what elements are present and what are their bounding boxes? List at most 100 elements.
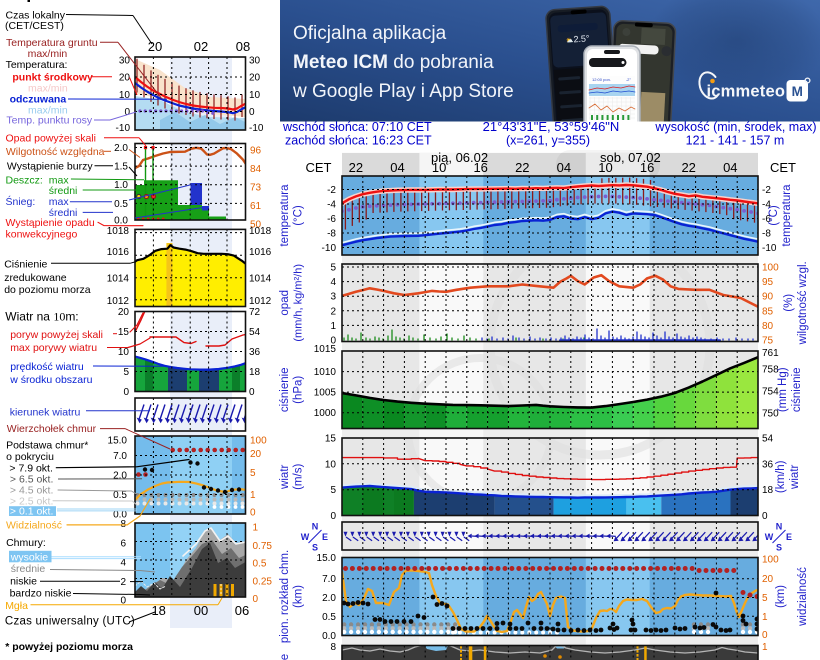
svg-text:M: M bbox=[792, 84, 803, 99]
svg-text:max/min: max/min bbox=[28, 104, 68, 116]
svg-text:0.5: 0.5 bbox=[113, 490, 127, 501]
svg-text:1005: 1005 bbox=[314, 388, 337, 399]
svg-text:Podstawa chmur*: Podstawa chmur* bbox=[6, 439, 88, 451]
svg-text:ciśnienie: ciśnienie bbox=[279, 367, 291, 412]
svg-text:(%): (%) bbox=[783, 294, 795, 312]
svg-text:odczuwana: odczuwana bbox=[10, 94, 67, 106]
svg-text:04: 04 bbox=[557, 160, 571, 175]
svg-text:1015: 1015 bbox=[314, 344, 337, 355]
svg-text:16: 16 bbox=[473, 160, 487, 175]
svg-text:20: 20 bbox=[762, 574, 774, 585]
svg-text:54: 54 bbox=[249, 327, 261, 338]
svg-text:wilgotność wzgl.: wilgotność wzgl. bbox=[797, 261, 809, 345]
svg-text:Deszcz:: Deszcz: bbox=[6, 174, 43, 186]
svg-text:7.0: 7.0 bbox=[322, 574, 336, 585]
svg-text:E: E bbox=[786, 532, 792, 542]
svg-text:Chmury:: Chmury: bbox=[6, 537, 46, 549]
svg-text:CET: CET bbox=[770, 160, 796, 175]
svg-text:Czas uniwersalny (UTC): Czas uniwersalny (UTC) bbox=[5, 616, 135, 628]
svg-text:konwekcyjnego: konwekcyjnego bbox=[6, 229, 78, 241]
svg-text:Temp. punktu rosy: Temp. punktu rosy bbox=[6, 115, 93, 127]
svg-text:> 2.5 okt.: > 2.5 okt. bbox=[10, 495, 54, 507]
svg-text:22: 22 bbox=[349, 160, 363, 175]
svg-text:zredukowane: zredukowane bbox=[4, 272, 67, 284]
svg-text:> 6.5 okt.: > 6.5 okt. bbox=[10, 474, 54, 486]
svg-text:1: 1 bbox=[762, 642, 768, 653]
svg-text:opad: opad bbox=[279, 290, 291, 316]
svg-text:15: 15 bbox=[325, 434, 337, 445]
svg-text:02: 02 bbox=[194, 39, 208, 54]
svg-text:⛅: ⛅ bbox=[566, 37, 574, 45]
svg-text:1018: 1018 bbox=[249, 226, 272, 237]
svg-text:50: 50 bbox=[250, 220, 262, 231]
svg-text:(m/s): (m/s) bbox=[293, 464, 305, 490]
svg-text:5: 5 bbox=[330, 485, 336, 496]
svg-text:-10: -10 bbox=[322, 243, 337, 254]
svg-text:18: 18 bbox=[151, 603, 165, 618]
svg-text:61: 61 bbox=[250, 201, 262, 212]
svg-text:0: 0 bbox=[123, 387, 129, 398]
svg-text:0: 0 bbox=[250, 508, 256, 519]
svg-text:Wystąpienie opadu: Wystąpienie opadu bbox=[6, 217, 95, 229]
svg-text:Mgła: Mgła bbox=[5, 600, 28, 612]
svg-text:wiatr: wiatr bbox=[279, 464, 291, 489]
svg-text:* powyżej poziomu morza: * powyżej poziomu morza bbox=[5, 641, 133, 653]
svg-text:Czas lokalny: Czas lokalny bbox=[6, 10, 66, 22]
svg-text:3: 3 bbox=[330, 292, 336, 303]
svg-text:30: 30 bbox=[119, 55, 131, 66]
svg-text:średni: średni bbox=[49, 185, 78, 197]
svg-text:wiatr: wiatr bbox=[789, 464, 801, 489]
svg-text:zachód słońca: 16:23 CET: zachód słońca: 16:23 CET bbox=[285, 134, 432, 148]
svg-text:Wiatr na 10m:: Wiatr na 10m: bbox=[5, 310, 78, 324]
svg-text:1010: 1010 bbox=[314, 367, 337, 378]
svg-text:10: 10 bbox=[432, 160, 446, 175]
svg-text:5: 5 bbox=[330, 263, 336, 274]
svg-text:10: 10 bbox=[325, 459, 337, 470]
svg-text:10: 10 bbox=[118, 347, 130, 358]
svg-text:Ciśnienie: Ciśnienie bbox=[4, 259, 47, 271]
svg-text:1014: 1014 bbox=[249, 274, 272, 285]
svg-text:20: 20 bbox=[118, 307, 130, 318]
svg-text:750: 750 bbox=[762, 409, 779, 420]
svg-text:-6: -6 bbox=[762, 214, 771, 225]
svg-text:04: 04 bbox=[723, 160, 737, 175]
svg-text:10: 10 bbox=[598, 160, 612, 175]
svg-text:73: 73 bbox=[250, 183, 262, 194]
svg-text:0: 0 bbox=[762, 511, 768, 522]
svg-text:0: 0 bbox=[330, 511, 336, 522]
svg-text:> 4.5 okt.: > 4.5 okt. bbox=[10, 485, 54, 497]
svg-text:-2: -2 bbox=[327, 185, 336, 196]
svg-text:12:00 pon.: 12:00 pon. bbox=[592, 77, 611, 82]
svg-text:średnie: średnie bbox=[11, 563, 46, 575]
svg-text:72: 72 bbox=[249, 307, 261, 318]
svg-text:> 0.1 okt.: > 0.1 okt. bbox=[10, 506, 54, 518]
svg-text:Temperatura gruntu: Temperatura gruntu bbox=[6, 37, 98, 49]
svg-text:widzialność: widzialność bbox=[797, 567, 809, 627]
svg-text:wysokie: wysokie bbox=[10, 551, 49, 563]
svg-text:-4: -4 bbox=[762, 200, 771, 211]
svg-text:Wystąpienie burzy: Wystąpienie burzy bbox=[7, 160, 93, 172]
svg-text:1016: 1016 bbox=[249, 247, 272, 258]
svg-text:niskie: niskie bbox=[10, 576, 37, 588]
svg-text:max/min: max/min bbox=[28, 82, 68, 94]
svg-text:04: 04 bbox=[390, 160, 404, 175]
svg-text:10: 10 bbox=[249, 90, 261, 101]
svg-text:1: 1 bbox=[253, 523, 259, 534]
svg-text:-2°: -2° bbox=[626, 77, 632, 82]
svg-text:1: 1 bbox=[762, 612, 768, 623]
svg-text:ciśnienie: ciśnienie bbox=[791, 367, 803, 412]
svg-text:0.5: 0.5 bbox=[114, 199, 128, 210]
svg-text:0: 0 bbox=[249, 107, 255, 118]
svg-text:121 - 141 - 157 m: 121 - 141 - 157 m bbox=[686, 134, 785, 148]
svg-text:20: 20 bbox=[119, 73, 131, 84]
svg-text:2.0: 2.0 bbox=[322, 593, 336, 604]
svg-text:W: W bbox=[301, 532, 310, 542]
svg-text:2.0: 2.0 bbox=[114, 143, 128, 154]
svg-text:0.0: 0.0 bbox=[322, 631, 336, 642]
svg-text:prędkość wiatru: prędkość wiatru bbox=[10, 361, 84, 373]
svg-text:-2: -2 bbox=[762, 185, 771, 196]
svg-text:0: 0 bbox=[249, 387, 255, 398]
svg-text:21°43'31"E, 53°59'46"N: 21°43'31"E, 53°59'46"N bbox=[483, 119, 620, 134]
svg-text:CET: CET bbox=[306, 160, 332, 175]
svg-text:(km): (km) bbox=[775, 585, 787, 608]
